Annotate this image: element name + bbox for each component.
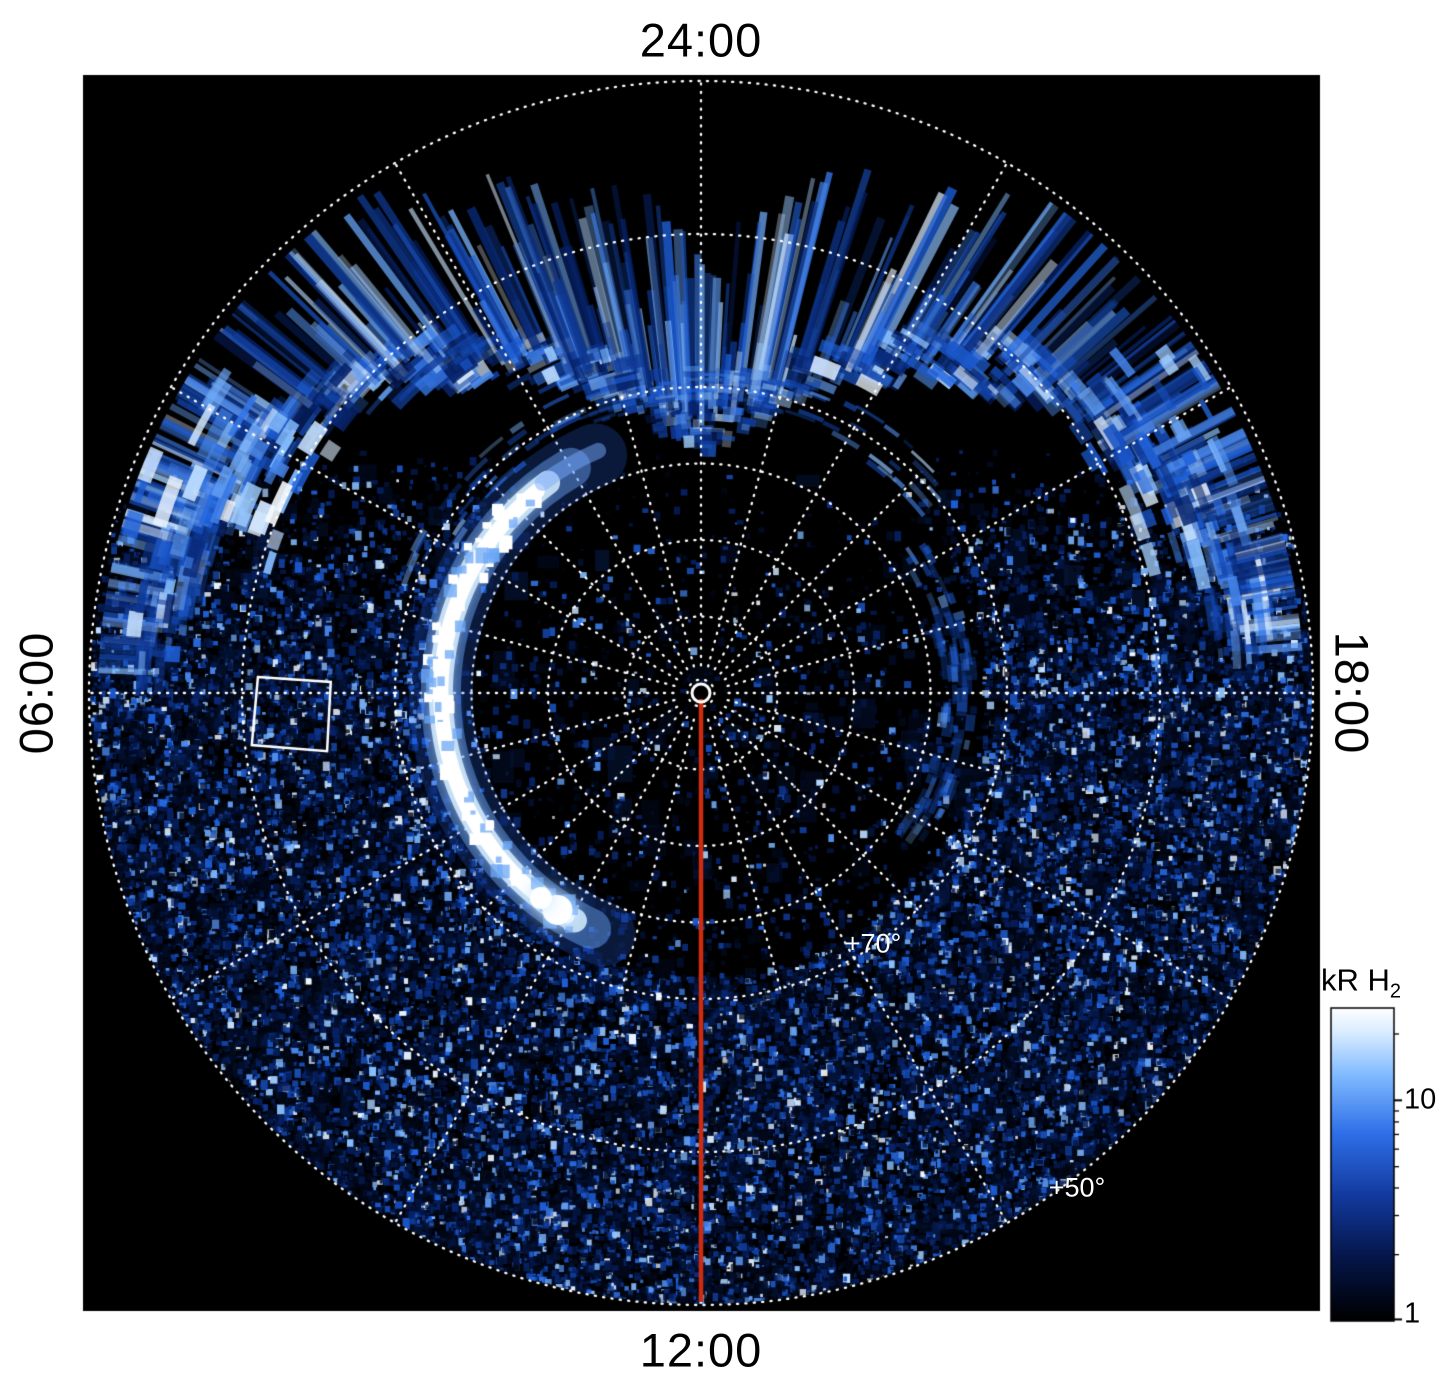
colorbar-title-main: kR H xyxy=(1320,962,1390,998)
colorbar-tick-label-10: 10 xyxy=(1404,1083,1437,1116)
latitude-ring-label-70: +70° xyxy=(844,928,902,959)
mlt-label-top: 24:00 xyxy=(639,13,763,67)
colorbar-tick-label-1: 1 xyxy=(1404,1297,1421,1330)
mlt-label-right: 18:00 xyxy=(1325,631,1379,755)
mlt-label-bottom: 12:00 xyxy=(639,1323,763,1377)
mlt-label-left: 06:00 xyxy=(9,631,63,755)
latitude-ring-label-50: +50° xyxy=(1048,1172,1106,1203)
colorbar-title-subscript: 2 xyxy=(1389,980,1402,1003)
colorbar-title: kR H2 xyxy=(1321,962,1401,1003)
